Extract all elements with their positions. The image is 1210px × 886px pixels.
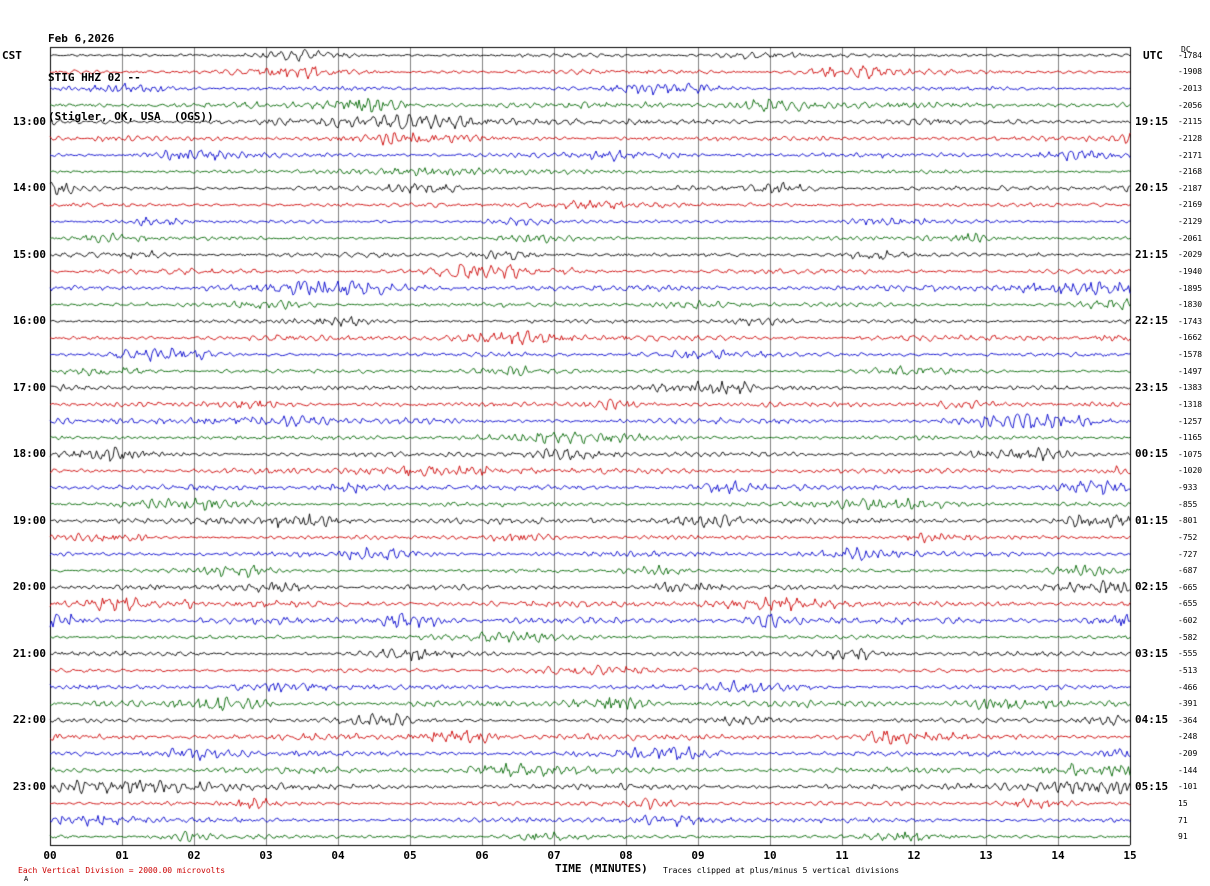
utc-time-label: 20:15 [1135, 181, 1169, 195]
title-date: Feb 6,2026 [48, 32, 115, 45]
dc-offset-value: 15 [1178, 798, 1188, 808]
dc-offset-value: -391 [1178, 699, 1198, 709]
cst-time-label: 22:00 [12, 713, 46, 727]
dc-offset-value: -555 [1178, 649, 1198, 659]
dc-offset-value: -1940 [1178, 266, 1203, 276]
x-axis-tick: 07 [547, 849, 561, 862]
dc-offset-value: -1165 [1178, 433, 1203, 443]
dc-offset-value: -2061 [1178, 233, 1203, 243]
cst-time-label: 16:00 [12, 314, 46, 328]
dc-offset-value: -1830 [1178, 300, 1203, 310]
x-axis-tick: 06 [475, 849, 489, 862]
x-axis-title: TIME (MINUTES) [555, 862, 648, 875]
x-axis-tick: 08 [619, 849, 633, 862]
x-axis-tick: 12 [907, 849, 921, 862]
dc-offset-value: -602 [1178, 616, 1198, 626]
dc-offset-value: -1383 [1178, 383, 1203, 393]
dc-offset-value: -2169 [1178, 200, 1203, 210]
dc-offset-value: -933 [1178, 483, 1198, 493]
dc-offset-value: -1908 [1178, 67, 1203, 77]
x-axis-tick: 13 [979, 849, 993, 862]
dc-offset-value: -855 [1178, 499, 1198, 509]
scale-note: Each Vertical Division = 2000.00 microvo… [18, 866, 226, 875]
cst-time-label: 23:00 [12, 779, 46, 793]
dc-offset-value: -752 [1178, 532, 1198, 542]
dc-offset-value: 71 [1178, 815, 1188, 825]
dc-offset-value: -1743 [1178, 316, 1203, 326]
dc-offset-value: -1075 [1178, 449, 1203, 459]
utc-time-label: 22:15 [1135, 314, 1169, 328]
plot-title-block: Feb 6,2026 STIG HHZ 02 -- (Stigler, OK, … [48, 6, 214, 149]
x-axis-tick: 03 [259, 849, 273, 862]
title-location: (Stigler, OK, USA (OGS)) [48, 110, 214, 123]
dc-offset-value: -2168 [1178, 167, 1203, 177]
dc-offset-value: -1662 [1178, 333, 1203, 343]
clip-note: Traces clipped at plus/minus 5 vertical … [663, 866, 900, 875]
utc-time-label: 05:15 [1135, 779, 1169, 793]
dc-offset-value: -144 [1178, 765, 1198, 775]
dc-offset-value: -101 [1178, 782, 1198, 792]
dc-offset-value: -801 [1178, 516, 1198, 526]
timezone-left-label: CST [2, 49, 22, 62]
cst-time-label: 20:00 [12, 580, 46, 594]
x-axis-tick: 05 [403, 849, 417, 862]
x-axis-tick: 11 [835, 849, 849, 862]
dc-offset-value: -582 [1178, 632, 1198, 642]
dc-offset-value: -248 [1178, 732, 1198, 742]
x-axis-tick: 01 [115, 849, 129, 862]
dc-offset-value: -2129 [1178, 217, 1203, 227]
cst-time-label: 14:00 [12, 181, 46, 195]
dc-offset-value: -1578 [1178, 350, 1203, 360]
cst-time-label: 18:00 [12, 447, 46, 461]
cst-time-label: 15:00 [12, 247, 46, 261]
cst-time-label: 21:00 [12, 646, 46, 660]
dc-column-header: DC [1181, 45, 1191, 54]
dc-offset-value: -2056 [1178, 100, 1203, 110]
dc-offset-value: -2171 [1178, 150, 1203, 160]
cst-time-label: 13:00 [12, 114, 46, 128]
x-axis-tick: 00 [43, 849, 57, 862]
utc-time-label: 02:15 [1135, 580, 1169, 594]
corner-mark: A [24, 875, 29, 883]
x-axis-tick: 02 [187, 849, 201, 862]
x-axis-tick: 15 [1123, 849, 1137, 862]
dc-offset-value: -209 [1178, 749, 1198, 759]
dc-offset-value: -1784 [1178, 50, 1203, 60]
dc-offset-value: -665 [1178, 582, 1198, 592]
x-axis-tick: 04 [331, 849, 345, 862]
dc-offset-value: -687 [1178, 566, 1198, 576]
dc-offset-value: -1020 [1178, 466, 1203, 476]
timezone-right-label: UTC [1143, 49, 1163, 62]
x-axis-tick: 09 [691, 849, 705, 862]
title-station: STIG HHZ 02 -- [48, 71, 141, 84]
dc-offset-value: -466 [1178, 682, 1198, 692]
dc-offset-value: -2013 [1178, 84, 1203, 94]
cst-time-label: 17:00 [12, 380, 46, 394]
cst-time-label: 19:00 [12, 513, 46, 527]
dc-offset-value: -1895 [1178, 283, 1203, 293]
x-axis-tick: 10 [763, 849, 777, 862]
dc-offset-value: -1497 [1178, 366, 1203, 376]
utc-time-label: 19:15 [1135, 114, 1169, 128]
dc-offset-value: -2029 [1178, 250, 1203, 260]
dc-offset-value: -364 [1178, 715, 1198, 725]
dc-offset-value: -655 [1178, 599, 1198, 609]
dc-offset-value: -2115 [1178, 117, 1203, 127]
utc-time-label: 03:15 [1135, 646, 1169, 660]
dc-offset-value: -513 [1178, 665, 1198, 675]
utc-time-label: 21:15 [1135, 247, 1169, 261]
x-axis-tick: 14 [1051, 849, 1065, 862]
utc-time-label: 04:15 [1135, 713, 1169, 727]
dc-offset-value: -1318 [1178, 399, 1203, 409]
dc-offset-value: -2187 [1178, 183, 1203, 193]
dc-offset-value: -727 [1178, 549, 1198, 559]
dc-offset-value: 91 [1178, 832, 1188, 842]
utc-time-label: 00:15 [1135, 447, 1169, 461]
dc-offset-value: -1257 [1178, 416, 1203, 426]
utc-time-label: 23:15 [1135, 380, 1169, 394]
dc-offset-value: -2128 [1178, 133, 1203, 143]
utc-time-label: 01:15 [1135, 513, 1169, 527]
